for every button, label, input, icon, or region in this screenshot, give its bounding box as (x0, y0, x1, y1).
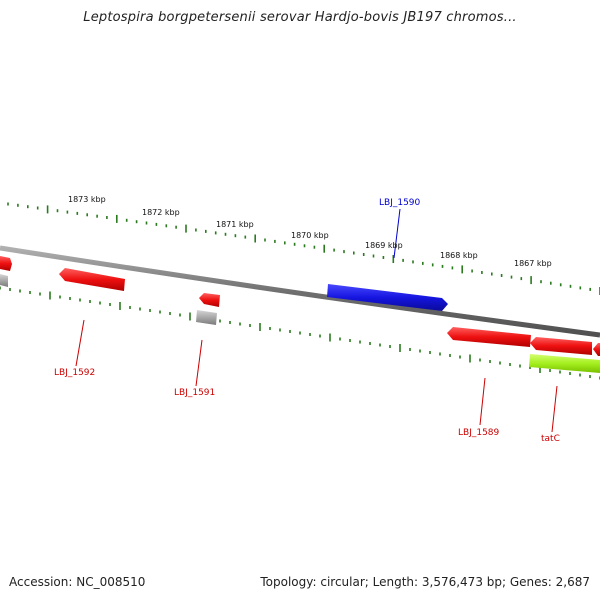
kbp-label-1872: 1872 kbp (142, 208, 180, 217)
leader-lbj-1592 (75, 319, 85, 367)
kbp-ruler-lower (0, 286, 600, 380)
leader-lbj-1589 (479, 377, 486, 426)
kbp-label-1871: 1871 kbp (216, 220, 254, 229)
gene-label-tatc[interactable]: tatC (541, 434, 560, 444)
gene-lbj-1591-partial[interactable] (196, 310, 217, 325)
kbp-label-1870: 1870 kbp (291, 231, 329, 240)
kbp-label-1869: 1869 kbp (365, 241, 403, 250)
gene-lbj-1592[interactable] (59, 268, 125, 291)
gene-lbj-1590[interactable] (327, 284, 448, 311)
kbp-label-1868: 1868 kbp (440, 251, 478, 260)
gene-lbj-1589[interactable] (447, 327, 531, 347)
gene-right-edge-red[interactable] (593, 343, 600, 356)
gene-tatc-neighbor[interactable] (530, 337, 592, 355)
leader-tatc (551, 385, 558, 433)
summary-text: Topology: circular; Length: 3,576,473 bp… (260, 575, 590, 589)
kbp-ruler-upper (7, 202, 600, 295)
map-title: Leptospira borgpetersenii serovar Hardjo… (83, 10, 517, 25)
kbp-label-1867: 1867 kbp (514, 259, 552, 268)
gene-label-lbj-1590[interactable]: LBJ_1590 (379, 198, 421, 208)
gene-label-lbj-1591[interactable]: LBJ_1591 (174, 388, 215, 398)
gene-label-lbj-1592[interactable]: LBJ_1592 (54, 368, 95, 378)
kbp-label-1873: 1873 kbp (68, 195, 106, 204)
gene-left-edge-gray[interactable] (0, 274, 8, 287)
gene-lbj-1591[interactable] (199, 293, 220, 307)
gene-label-lbj-1589[interactable]: LBJ_1589 (458, 428, 500, 438)
accession-text: Accession: NC_008510 (9, 575, 146, 589)
leader-lbj-1590 (393, 208, 401, 259)
leader-lbj-1591 (195, 339, 203, 387)
chromosome-backbone (0, 245, 600, 338)
gene-left-edge-red[interactable] (0, 256, 12, 271)
gene-tatc[interactable] (529, 354, 600, 373)
